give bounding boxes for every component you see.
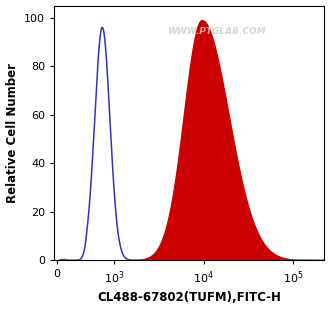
X-axis label: CL488-67802(TUFM),FITC-H: CL488-67802(TUFM),FITC-H [97,291,281,304]
Y-axis label: Relative Cell Number: Relative Cell Number [6,63,18,203]
Text: WWW.PTGLAB.COM: WWW.PTGLAB.COM [167,27,266,36]
